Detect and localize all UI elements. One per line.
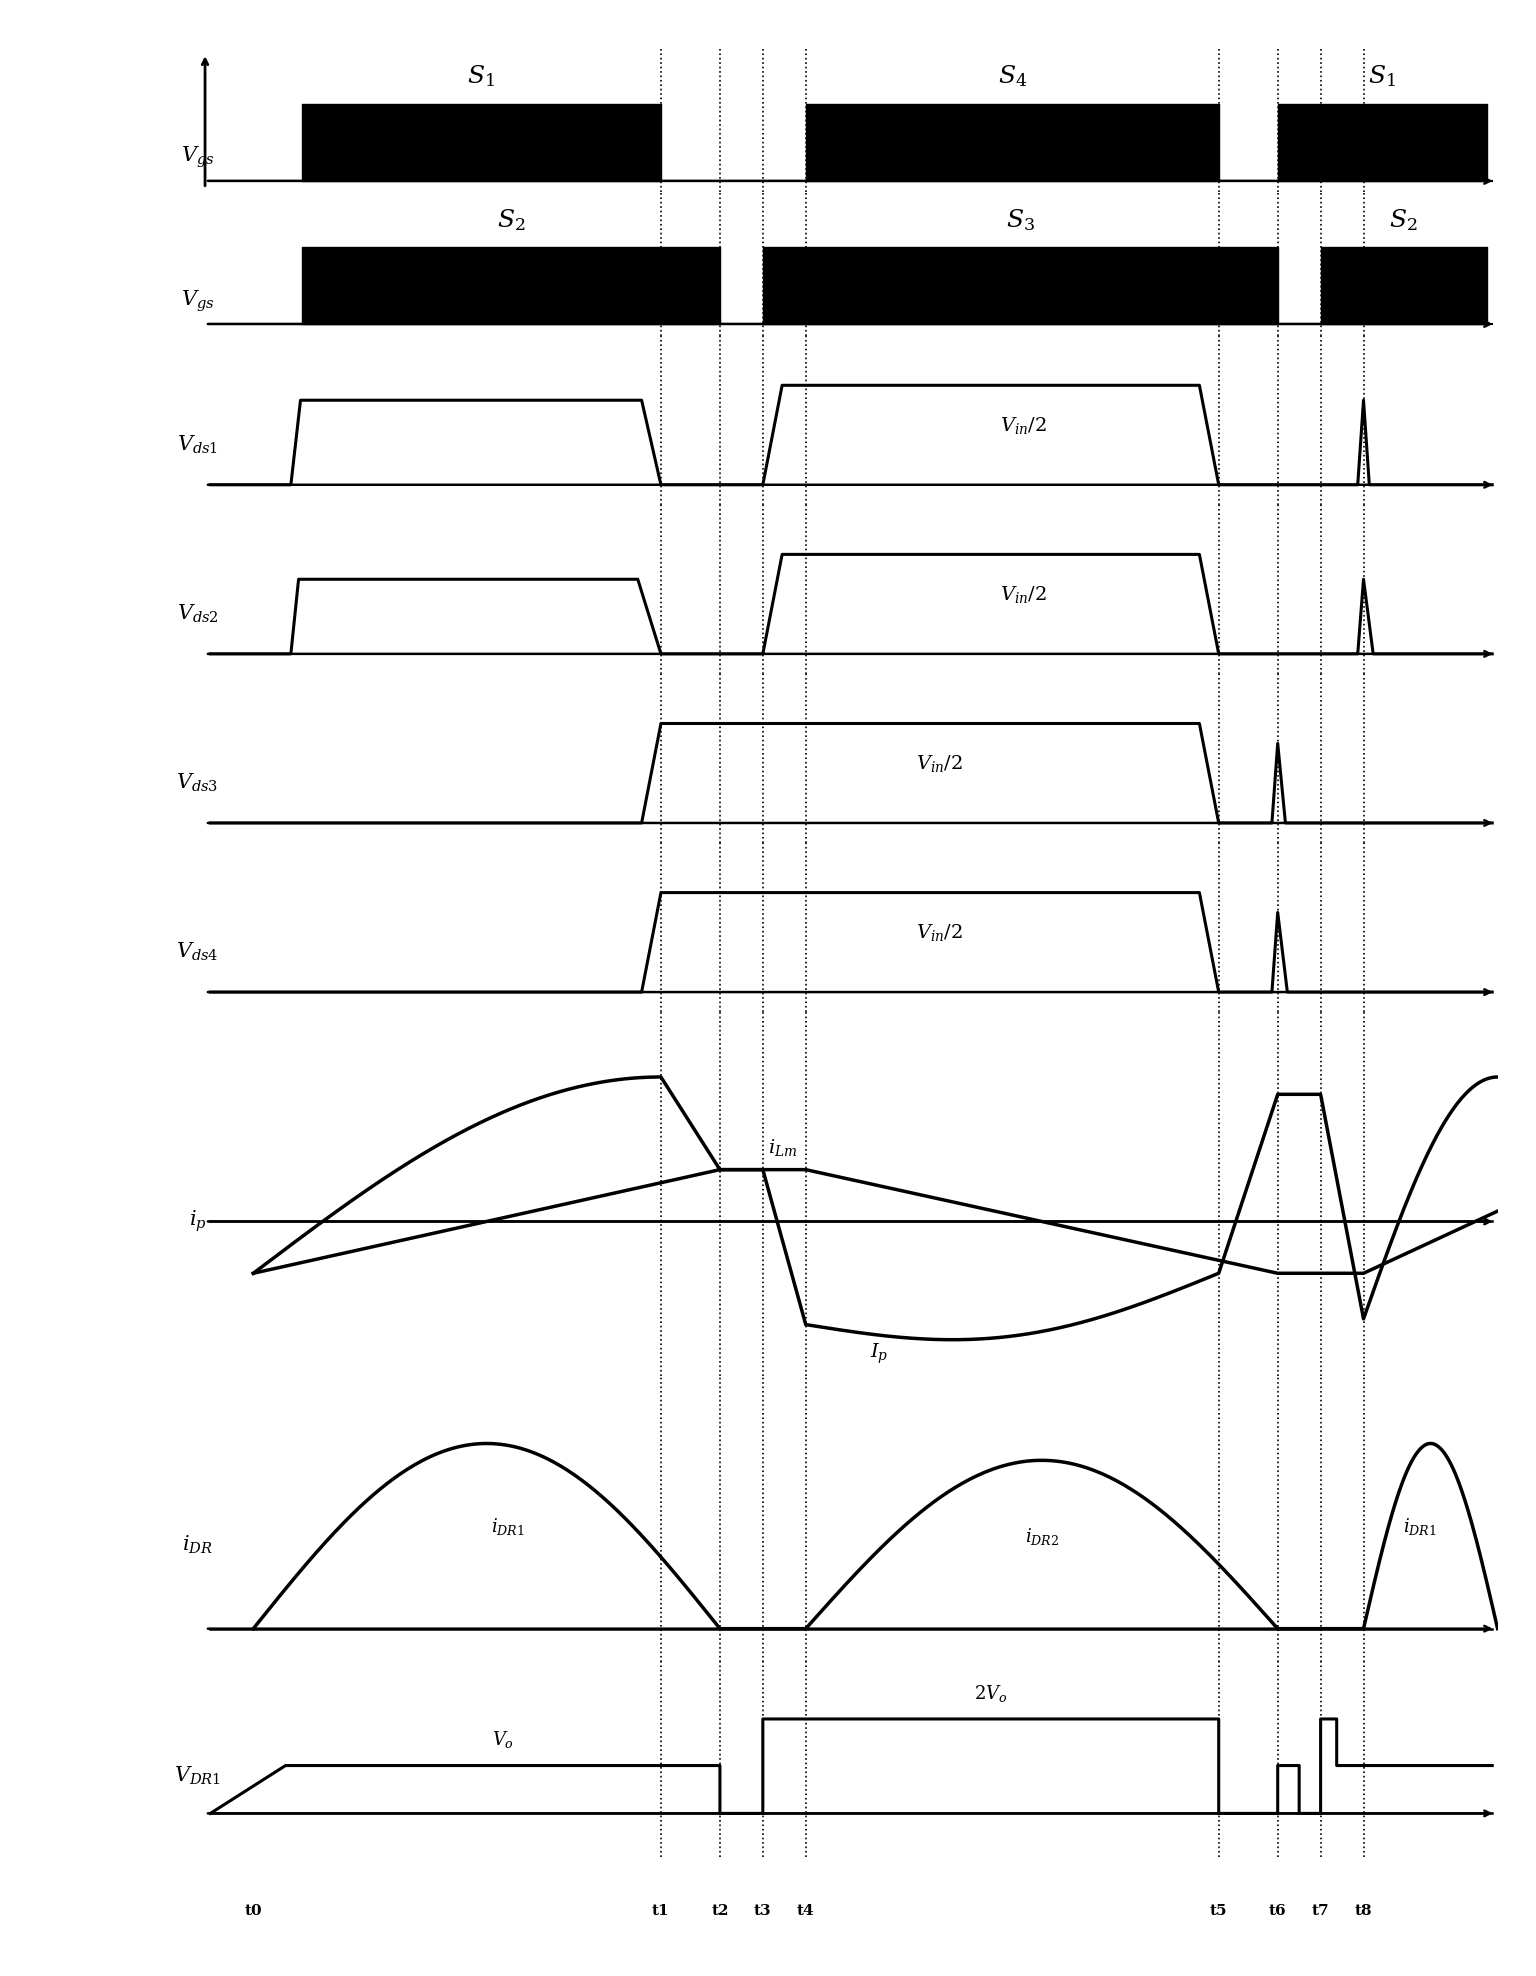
- Text: $i_{DR}$: $i_{DR}$: [183, 1533, 214, 1555]
- Text: $I_p$: $I_p$: [869, 1342, 888, 1365]
- Text: t0: t0: [244, 1905, 263, 1919]
- Text: t8: t8: [1355, 1905, 1372, 1919]
- Text: $S_2$: $S_2$: [496, 207, 525, 233]
- Text: t5: t5: [1210, 1905, 1227, 1919]
- Text: $2V_o$: $2V_o$: [974, 1684, 1008, 1703]
- Text: $V_{in}/2$: $V_{in}/2$: [917, 923, 963, 943]
- Text: $V_{in}/2$: $V_{in}/2$: [917, 753, 963, 775]
- Text: $i_{DR1}$: $i_{DR1}$: [1402, 1516, 1436, 1537]
- Text: $i_{DR1}$: $i_{DR1}$: [492, 1516, 525, 1537]
- Text: $i_{Lm}$: $i_{Lm}$: [768, 1138, 797, 1158]
- Text: $V_{ds3}$: $V_{ds3}$: [177, 773, 218, 794]
- Text: $V_{ds4}$: $V_{ds4}$: [177, 941, 218, 964]
- Text: $V_{gs}$: $V_{gs}$: [181, 144, 214, 170]
- Text: $S_1$: $S_1$: [1369, 63, 1396, 89]
- Text: $V_{ds1}$: $V_{ds1}$: [177, 435, 218, 456]
- Text: $V_{in}/2$: $V_{in}/2$: [1000, 583, 1046, 605]
- Text: $V_{in}/2$: $V_{in}/2$: [1000, 415, 1046, 435]
- Text: t3: t3: [754, 1905, 771, 1919]
- Text: $S_2$: $S_2$: [1390, 207, 1418, 233]
- Text: t1: t1: [653, 1905, 670, 1919]
- Text: $V_{DR1}$: $V_{DR1}$: [174, 1765, 221, 1786]
- Text: t2: t2: [711, 1905, 728, 1919]
- Text: $V_o$: $V_o$: [492, 1729, 513, 1751]
- Text: $S_4$: $S_4$: [997, 63, 1028, 89]
- Text: t4: t4: [797, 1905, 814, 1919]
- Text: t7: t7: [1312, 1905, 1330, 1919]
- Text: $V_{gs}$: $V_{gs}$: [181, 288, 214, 314]
- Text: $i_p$: $i_p$: [189, 1209, 206, 1235]
- Text: $i_{DR2}$: $i_{DR2}$: [1025, 1525, 1058, 1547]
- Text: $S_1$: $S_1$: [467, 63, 495, 89]
- Text: $V_{ds2}$: $V_{ds2}$: [177, 603, 218, 624]
- Text: $S_3$: $S_3$: [1006, 207, 1035, 233]
- Text: t6: t6: [1269, 1905, 1287, 1919]
